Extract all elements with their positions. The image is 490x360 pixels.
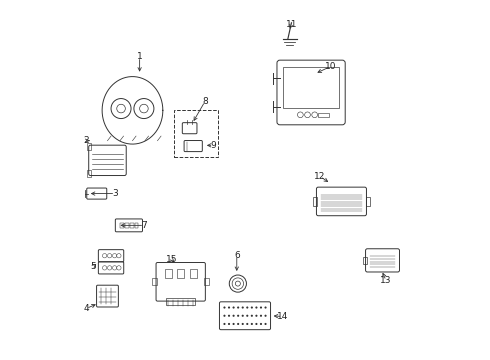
Text: 8: 8: [202, 97, 208, 106]
Text: 4: 4: [83, 304, 89, 313]
Bar: [125, 222, 128, 228]
Circle shape: [233, 306, 235, 309]
Bar: [165, 269, 172, 278]
Bar: [130, 222, 134, 228]
Circle shape: [265, 323, 267, 325]
Bar: [283, 67, 339, 108]
Text: 5: 5: [90, 262, 96, 271]
Circle shape: [251, 315, 253, 317]
Circle shape: [242, 306, 244, 309]
Circle shape: [255, 323, 257, 325]
Text: 1: 1: [137, 52, 143, 61]
Bar: [173, 111, 218, 157]
Circle shape: [223, 323, 225, 325]
Circle shape: [260, 315, 262, 317]
Text: 13: 13: [380, 276, 392, 285]
Circle shape: [260, 306, 262, 309]
Circle shape: [265, 315, 267, 317]
Bar: [366, 197, 370, 206]
Circle shape: [251, 306, 253, 309]
Text: 3: 3: [112, 189, 118, 198]
Circle shape: [237, 315, 239, 317]
Bar: [204, 278, 209, 285]
Text: 14: 14: [277, 312, 288, 321]
Bar: [190, 269, 197, 278]
Circle shape: [228, 323, 230, 325]
Bar: [152, 278, 157, 285]
Bar: [177, 269, 184, 278]
Circle shape: [237, 306, 239, 309]
Text: 11: 11: [286, 20, 297, 29]
Bar: [363, 257, 368, 264]
Circle shape: [260, 323, 262, 325]
Text: 10: 10: [325, 62, 337, 71]
Circle shape: [228, 306, 230, 309]
Bar: [167, 298, 195, 305]
Circle shape: [251, 323, 253, 325]
Circle shape: [233, 315, 235, 317]
Circle shape: [246, 323, 248, 325]
Text: 6: 6: [234, 251, 240, 260]
Circle shape: [242, 315, 244, 317]
Text: 15: 15: [166, 255, 177, 264]
Text: 9: 9: [211, 141, 217, 150]
Text: 12: 12: [314, 172, 326, 181]
Bar: [318, 113, 329, 117]
Circle shape: [246, 315, 248, 317]
Circle shape: [237, 323, 239, 325]
Circle shape: [228, 315, 230, 317]
Text: 2: 2: [83, 136, 89, 145]
Bar: [135, 222, 138, 228]
Bar: [313, 197, 317, 206]
Circle shape: [233, 323, 235, 325]
Circle shape: [242, 323, 244, 325]
Circle shape: [223, 315, 225, 317]
Circle shape: [255, 306, 257, 309]
Bar: [120, 222, 123, 228]
Circle shape: [246, 306, 248, 309]
Circle shape: [255, 315, 257, 317]
Circle shape: [223, 306, 225, 309]
Text: 7: 7: [142, 221, 147, 230]
Circle shape: [265, 306, 267, 309]
